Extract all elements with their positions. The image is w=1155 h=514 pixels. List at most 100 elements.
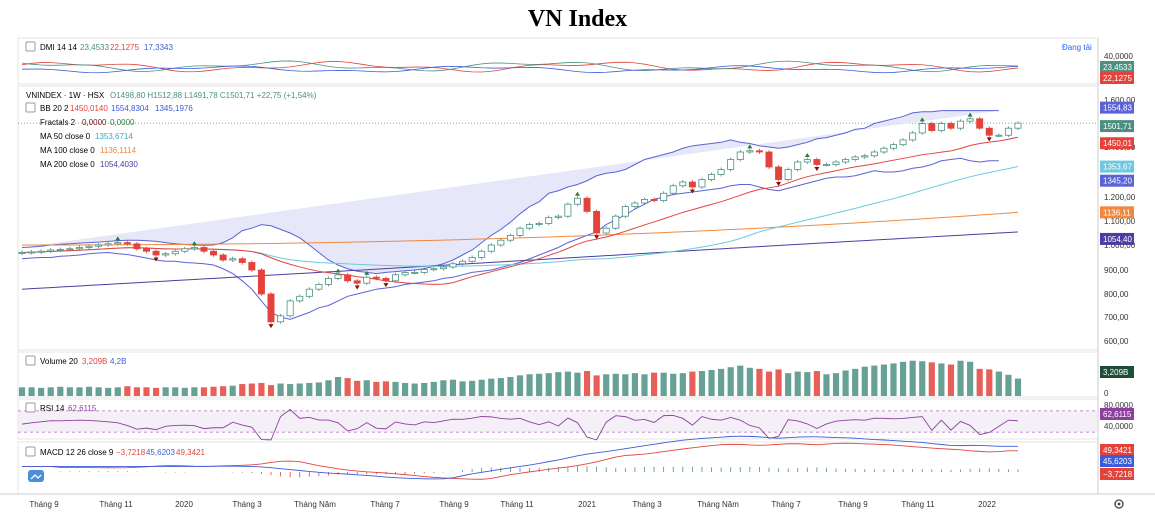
volume-bar xyxy=(689,371,696,396)
volume-bar xyxy=(191,387,198,396)
candle-body xyxy=(420,269,428,273)
volume-bar xyxy=(593,375,600,396)
volume-bar xyxy=(440,380,447,396)
loading-link[interactable]: Đang tải xyxy=(1062,43,1092,52)
volume-bar xyxy=(737,365,744,396)
macd-collapse-icon[interactable] xyxy=(25,446,36,457)
settings-gear-icon[interactable] xyxy=(1114,499,1124,509)
volume-bar xyxy=(516,375,524,396)
candle-body xyxy=(296,295,304,302)
fractal-down-marker xyxy=(594,235,600,240)
volume-bar xyxy=(449,379,457,396)
bb-collapse-icon[interactable] xyxy=(25,102,36,113)
macd-plot xyxy=(22,435,1019,480)
time-tick-label: 2021 xyxy=(578,500,596,509)
price-tick-label: 600,00 xyxy=(1104,337,1129,346)
volume-bar xyxy=(162,387,169,396)
candle-body xyxy=(717,169,725,175)
volume-bar xyxy=(296,383,303,396)
fractals-value-2: 0,0000 xyxy=(110,118,135,127)
ma100-badge: 1136,11 xyxy=(1103,208,1131,217)
candle-body xyxy=(784,169,792,180)
candle-body xyxy=(85,245,93,248)
volume-bar xyxy=(354,380,361,396)
rsi-collapse-icon[interactable] xyxy=(25,402,36,413)
candle-body xyxy=(842,159,850,163)
macd-value-macd: 45,6203 xyxy=(146,448,175,457)
volume-bar xyxy=(880,364,888,396)
price-tick-label: 900,00 xyxy=(1104,266,1129,275)
volume-legend: Volume 20 3,209B 4,2B xyxy=(25,355,126,366)
volume-bar xyxy=(832,373,840,396)
volume-bar xyxy=(804,372,811,396)
time-tick-label: Tháng 11 xyxy=(99,500,133,509)
candle-body xyxy=(765,151,773,168)
dmi-minus-line xyxy=(21,61,1019,73)
volume-collapse-icon[interactable] xyxy=(25,355,36,366)
candle-body xyxy=(554,215,562,218)
candle-body xyxy=(334,274,342,279)
dmi-value-1: 23,4533 xyxy=(80,43,109,52)
volume-bar xyxy=(976,368,983,396)
candle-body xyxy=(573,197,581,205)
volume-bar xyxy=(66,387,73,396)
candle-body xyxy=(803,159,811,163)
price-axis[interactable]: 600,00 700,00 800,00 900,00 1.000,00 1.100,00… xyxy=(1104,96,1136,346)
volume-bar xyxy=(823,374,830,396)
candle-body xyxy=(382,277,390,282)
rsi-line: 80,0000 40,0000 xyxy=(21,401,1133,441)
rsi-top-label: 80,0000 xyxy=(1104,401,1133,410)
candle-body xyxy=(746,150,754,153)
price-tick-label: 1.200,00 xyxy=(1104,193,1136,202)
volume-bar xyxy=(708,369,715,396)
volume-bar xyxy=(248,383,255,396)
candle-body xyxy=(143,248,150,252)
dmi-minus-badge-bg xyxy=(1100,72,1134,84)
ma200-badge: 1054,40 xyxy=(1103,235,1132,244)
candle-body xyxy=(650,198,658,201)
candle-body xyxy=(47,249,55,252)
volume-bar xyxy=(679,373,686,396)
candle-body xyxy=(794,161,802,170)
fractal-up-marker xyxy=(364,270,370,275)
candle-body xyxy=(133,243,141,250)
candle-body xyxy=(229,258,237,261)
fractals-label: Fractals 2 xyxy=(40,118,76,127)
candle-body xyxy=(468,257,476,262)
candle-body xyxy=(210,250,218,256)
time-tick-label: 2022 xyxy=(978,500,996,509)
bb-value-basis: 1450,0140 xyxy=(70,104,108,113)
candle-body xyxy=(372,276,380,279)
candle-body xyxy=(593,210,601,234)
macd-label: MACD 12 26 close 9 xyxy=(40,448,114,457)
cloud-icon[interactable] xyxy=(28,470,44,482)
candle-body xyxy=(95,244,103,247)
macd-signal-badge-bg xyxy=(1100,444,1134,456)
volume-bar xyxy=(267,385,275,396)
bb-upper-badge: 1554,83 xyxy=(1103,104,1132,113)
volume-bar xyxy=(430,381,437,396)
volume-bar xyxy=(957,360,964,396)
volume-bar xyxy=(133,387,141,396)
volume-bar xyxy=(47,387,54,396)
candle-body xyxy=(439,266,447,270)
volume-bar xyxy=(746,367,753,396)
rsi-value: 62,6115 xyxy=(68,404,97,413)
candle-body xyxy=(669,185,677,194)
volume-bar xyxy=(239,384,246,396)
volume-bar xyxy=(574,372,581,396)
fractal-up-marker xyxy=(191,241,197,246)
volume-bar xyxy=(277,383,284,396)
candle-body xyxy=(162,253,170,256)
candle-body xyxy=(995,134,1003,137)
volume-bar xyxy=(325,380,332,396)
candle-body xyxy=(516,227,524,236)
volume-bar xyxy=(995,371,1002,396)
volume-bar xyxy=(200,387,208,396)
dmi-collapse-icon[interactable] xyxy=(25,41,36,52)
time-axis[interactable]: Tháng 9 Tháng 11 2020 Tháng 3 Tháng Năm Tháng… xyxy=(29,500,996,509)
candle-body xyxy=(583,197,591,212)
last-price-badge-bg xyxy=(1100,120,1134,133)
volume-bar xyxy=(890,363,897,396)
